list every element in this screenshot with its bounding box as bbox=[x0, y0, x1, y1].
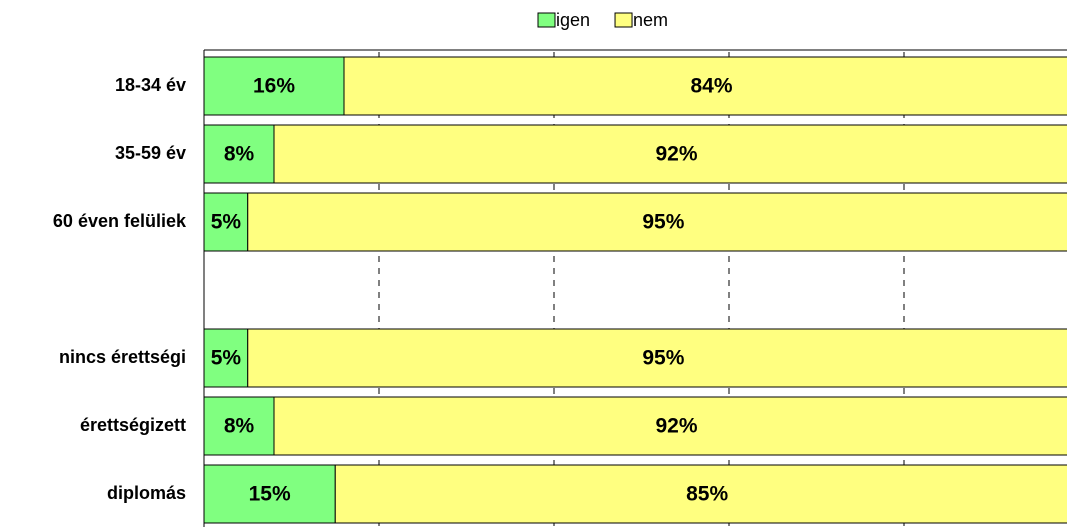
legend-swatch bbox=[614, 12, 633, 28]
value-label: 95% bbox=[642, 211, 684, 234]
bar-segment bbox=[273, 124, 1067, 184]
value-label: 8% bbox=[224, 415, 255, 438]
bar-segment bbox=[203, 124, 275, 184]
value-label: 5% bbox=[211, 211, 242, 234]
value-label: 95% bbox=[642, 347, 684, 370]
value-label: 92% bbox=[655, 143, 697, 166]
bar-segment bbox=[203, 192, 249, 252]
legend-swatch bbox=[537, 12, 556, 28]
value-label: 85% bbox=[686, 483, 728, 506]
bar-segment bbox=[203, 328, 249, 388]
value-label: 84% bbox=[690, 75, 732, 98]
bar-segment bbox=[203, 396, 275, 456]
legend-label: nem bbox=[633, 10, 668, 30]
category-label: érettségizett bbox=[80, 415, 186, 435]
bar-segment bbox=[273, 396, 1067, 456]
legend-label: igen bbox=[556, 10, 590, 30]
bar-segment bbox=[203, 56, 345, 116]
category-label: diplomás bbox=[107, 483, 186, 503]
value-label: 92% bbox=[655, 415, 697, 438]
category-label: 60 éven felüliek bbox=[53, 211, 187, 231]
value-label: 15% bbox=[249, 483, 291, 506]
value-label: 8% bbox=[224, 143, 255, 166]
category-label: 18-34 év bbox=[115, 75, 186, 95]
value-label: 5% bbox=[211, 347, 242, 370]
category-label: nincs érettségi bbox=[59, 347, 186, 367]
bar-segment bbox=[203, 464, 336, 524]
bar-segment bbox=[334, 464, 1067, 524]
bar-segment bbox=[247, 328, 1067, 388]
bar-segment bbox=[247, 192, 1067, 252]
value-label: 16% bbox=[253, 75, 295, 98]
category-label: 35-59 év bbox=[115, 143, 186, 163]
bar-segment bbox=[343, 56, 1067, 116]
